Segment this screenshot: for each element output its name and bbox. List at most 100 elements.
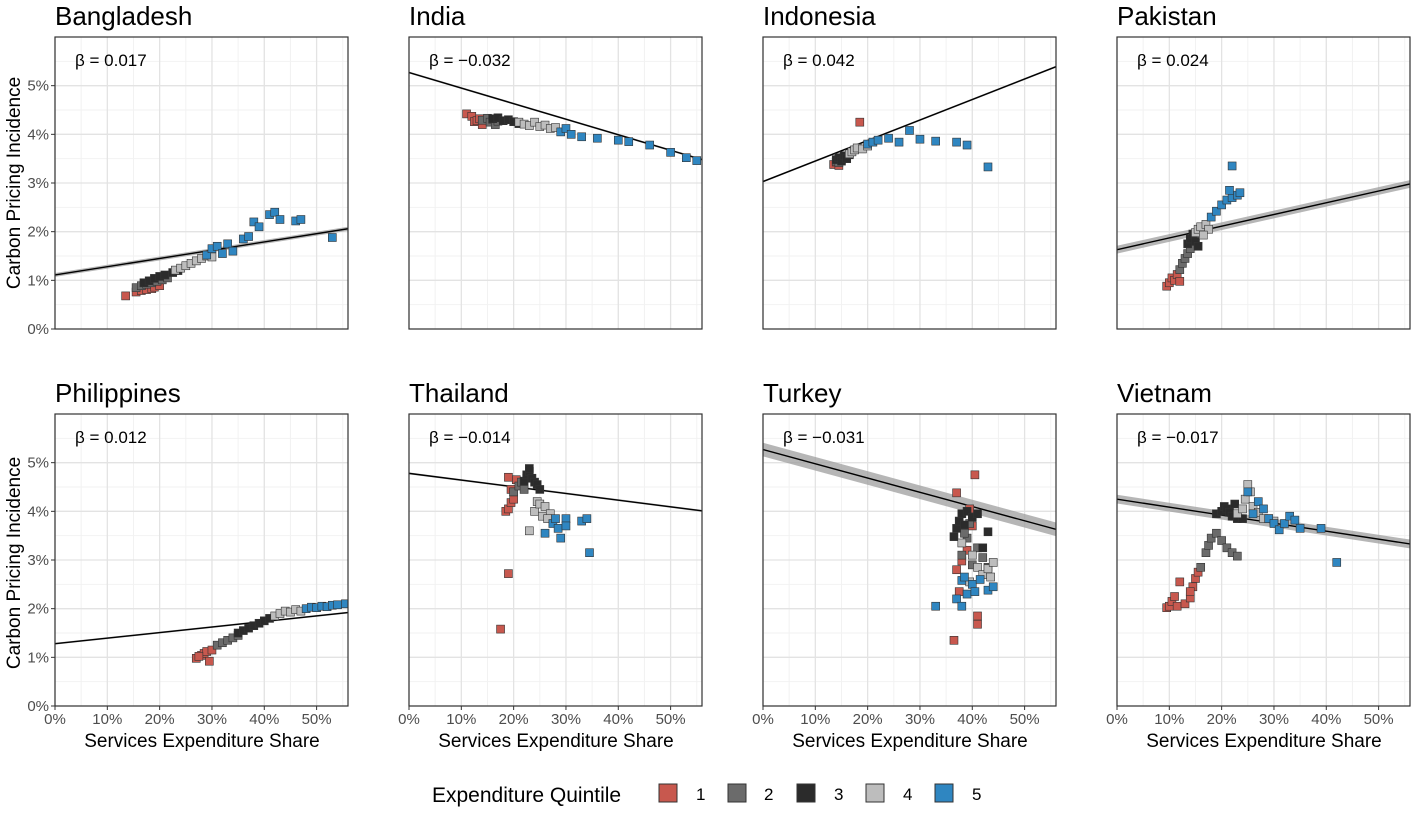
data-point	[1243, 487, 1253, 497]
data-point	[1274, 525, 1284, 535]
data-point	[613, 135, 623, 145]
data-point	[585, 548, 594, 558]
data-point	[931, 601, 940, 611]
data-point	[1233, 509, 1242, 519]
data-point	[1206, 533, 1216, 543]
data-point	[1212, 528, 1221, 538]
data-point	[1259, 504, 1268, 514]
data-point	[988, 582, 998, 592]
data-point	[530, 117, 539, 127]
beta-annotation: β = −0.031	[783, 428, 865, 447]
data-point	[205, 656, 214, 666]
legend-title: Expenditure Quintile	[432, 784, 621, 807]
x-tick-label: 20%	[499, 711, 529, 728]
data-point	[525, 526, 534, 536]
data-point	[1240, 494, 1250, 504]
data-point	[504, 569, 513, 578]
data-point	[962, 140, 972, 150]
x-tick-label: 10%	[446, 711, 476, 728]
data-point	[973, 509, 982, 519]
legend-label-5: 5	[972, 785, 981, 804]
plot-area	[763, 65, 1056, 183]
data-point	[1217, 536, 1226, 545]
legend-item-3: 3	[796, 783, 843, 804]
panel-border	[1116, 413, 1411, 707]
data-point	[1295, 524, 1305, 533]
x-tick-label: 20%	[853, 711, 883, 728]
data-point	[1222, 543, 1232, 553]
fit-line	[55, 228, 348, 276]
x-axis-title-1: Services Expenditure Share	[84, 731, 320, 752]
data-point	[666, 148, 675, 157]
legend-label-2: 2	[764, 785, 773, 804]
data-point	[1230, 499, 1240, 509]
y-axis-title-bottom: Carbon Pricing Incidence	[4, 457, 25, 669]
panel-border	[408, 36, 703, 330]
data-point	[645, 140, 654, 150]
data-point	[582, 514, 592, 523]
panel-border	[762, 413, 1057, 707]
data-point	[967, 550, 977, 560]
data-point	[1175, 577, 1185, 587]
data-point	[1193, 241, 1203, 251]
data-point	[624, 137, 634, 146]
data-point	[1233, 551, 1242, 561]
data-point	[692, 156, 702, 165]
data-point	[228, 246, 238, 256]
data-point	[1212, 206, 1221, 216]
panel-title: Turkey	[763, 378, 842, 408]
legend-item-5: 5	[934, 783, 981, 804]
data-point	[530, 507, 539, 516]
fit-line	[409, 472, 702, 512]
panel-title: Bangladesh	[55, 1, 192, 31]
data-point	[973, 611, 982, 621]
plot-area	[1117, 161, 1410, 291]
panel-title: Indonesia	[763, 1, 876, 31]
x-tick-label: 10%	[92, 711, 122, 728]
beta-annotation: β = −0.017	[1137, 428, 1219, 447]
data-point	[962, 545, 972, 555]
data-point	[1238, 514, 1247, 523]
data-point	[328, 233, 337, 242]
x-tick-label: 0%	[752, 711, 774, 728]
data-point	[496, 624, 505, 634]
data-point	[1332, 558, 1342, 567]
x-axis-title-2: Services Expenditure Share	[438, 731, 674, 752]
data-point	[540, 502, 550, 511]
data-point	[957, 601, 967, 611]
data-point	[223, 239, 232, 249]
legend-label-4: 4	[903, 785, 912, 804]
data-point	[270, 207, 280, 217]
legend: Expenditure Quintile 1 2 3 4 5	[432, 783, 981, 807]
x-tick-label: 30%	[551, 711, 581, 728]
beta-annotation: β = 0.017	[75, 51, 147, 70]
data-point	[551, 123, 560, 132]
x-tick-label: 10%	[800, 711, 830, 728]
data-point	[1264, 514, 1274, 523]
x-tick-label: 40%	[957, 711, 987, 728]
data-point	[202, 250, 212, 260]
y-tick-label: 4%	[27, 503, 49, 520]
data-point	[915, 134, 925, 144]
data-point	[525, 464, 534, 473]
data-point	[593, 133, 602, 143]
x-tick-label: 40%	[1311, 711, 1341, 728]
data-point	[1235, 188, 1245, 198]
data-point	[1227, 161, 1237, 171]
data-point	[983, 527, 993, 537]
x-tick-label: 30%	[1259, 711, 1289, 728]
data-point	[341, 599, 348, 609]
data-point	[244, 232, 253, 241]
data-point	[1253, 497, 1263, 506]
panel-turkey: Turkey β = −0.031 0% 10% 20% 30% 40% 50%	[752, 378, 1057, 728]
y-tick-label: 0%	[27, 698, 49, 715]
data-point	[121, 291, 130, 301]
data-point	[551, 514, 560, 523]
data-point	[1170, 592, 1179, 601]
x-tick-label: 30%	[197, 711, 227, 728]
panel-title: Pakistan	[1117, 1, 1217, 31]
data-point	[504, 472, 513, 482]
y-axis-title-top: Carbon Pricing Incidence	[4, 77, 25, 289]
data-point	[1201, 548, 1211, 558]
